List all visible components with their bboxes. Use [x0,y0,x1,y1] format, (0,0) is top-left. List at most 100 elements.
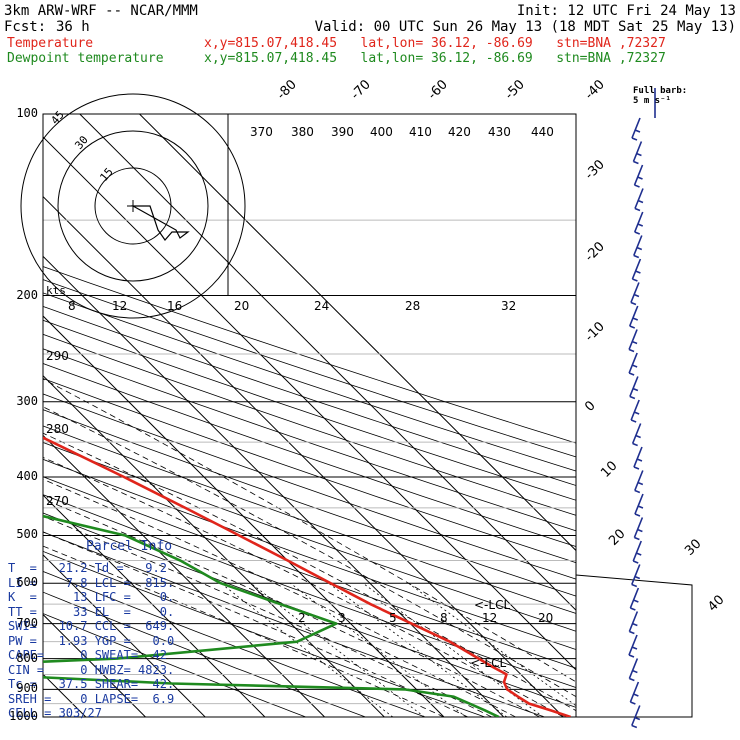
hodograph-ring-label: 15 [97,165,115,184]
wind-barb [632,387,639,392]
theta-label: 370 [250,125,273,139]
wind-barb [634,575,641,580]
wind-barb [628,658,639,679]
wind-barb [633,211,644,233]
legend-temperature: Temperature [7,36,94,51]
mixing-ratio-label: 16 [167,299,182,313]
wind-barb [630,607,636,611]
mixing-ratio-label: 20 [538,611,553,625]
parcel-info-row: K = 13 LFC = 0. [8,590,175,604]
wind-barb [633,693,639,697]
wind-barb [634,231,641,235]
theta-label: 280 [46,422,69,436]
mixing-ratio-label: 20 [234,299,249,313]
wind-barb [637,505,644,509]
wind-barb [632,278,638,282]
isotherm-label: -40 [582,77,608,103]
isotherm-line [139,114,576,552]
wind-barb [632,669,638,674]
pressure-label: 200 [16,287,38,302]
wind-barb [629,630,635,635]
isotherm-line [43,255,505,717]
wind-barb [637,176,643,180]
wind-barb [628,634,638,656]
hodograph-units: kts [46,284,66,297]
parcel-info-row: CAPE= 0 SWEAT= 42 [8,648,167,662]
isotherm-line [43,613,146,717]
wind-barb [628,352,638,374]
wind-barb [631,117,641,139]
pressure-label: 900 [16,681,38,696]
wind-barb [629,681,640,703]
wind-barb [634,489,641,494]
isotherm-line [43,494,266,717]
mixing-ratio-label: 8 [440,611,448,625]
isotherm-line [79,114,576,611]
wind-barb [633,466,640,470]
lower-frame [575,574,693,718]
temperature-line [43,436,572,717]
wind-barb [628,329,638,350]
parcel-info-row: T = 21.2 Td = 9.2 [8,561,167,575]
wind-barb [629,325,636,329]
isotherm-label: 40 [705,593,727,615]
parcel-info-row: Tc = 37.5 SHEAR= 42. [8,677,175,691]
mixing-ratio-line [362,582,544,717]
wind-barb [628,372,635,376]
theta-label: 390 [331,125,354,139]
hodograph-ring-label: 30 [72,133,90,152]
isotherm-label: 0 [582,398,598,414]
isotherm-line [43,136,576,671]
isotherm-label: -30 [582,157,608,183]
theta-label: 380 [291,125,314,139]
wind-barb [633,293,640,298]
moist-adiabat-line [43,545,445,717]
wind-barb [635,552,642,556]
hodograph-ring [94,167,172,245]
pressure-label: 400 [16,469,38,484]
wind-barb [630,399,640,421]
wind-barb [634,716,641,721]
moist-adiabat-line [43,478,540,717]
theta-label: 410 [409,125,432,139]
wind-barb [634,184,640,188]
wind-barb [628,611,639,632]
wind-barb [634,188,644,209]
wind-barb [636,458,643,462]
wind-barb [633,517,644,538]
mixing-ratio-line [408,582,576,707]
pressure-label: 800 [16,650,38,665]
plot-frame [42,113,577,718]
wind-barb [632,560,639,564]
wind-barb [629,395,636,400]
wind-barb [634,207,641,212]
legend-temperature-info: x,y=815.07,418.45 lat,lon= 36.12, -86.69… [204,36,666,51]
isotherm-label: -10 [582,319,608,345]
wind-barb [633,160,639,165]
barb-scale-label: Full barb: 5 m s⁻¹ [633,86,688,106]
wind-barb [633,446,643,468]
hodograph-ring [20,93,246,319]
mixing-ratio-label: 28 [405,299,420,313]
theta-label: 290 [46,349,69,363]
legend-dewpoint: Dewpoint temperature [7,51,164,66]
wind-barb [632,141,643,162]
theta-label: 400 [370,125,393,139]
moist-adiabat-line [43,515,492,717]
wind-barb [630,701,636,705]
wind-barb [630,282,640,303]
isotherm-line [43,374,385,717]
wind-barb [633,411,640,415]
wind-barb [637,223,644,227]
mixing-ratio-label: 32 [501,299,516,313]
mixing-ratio-label: 12 [482,611,497,625]
isotherm-line [43,434,325,717]
wind-barb [630,419,637,423]
model-title: 3km ARW-WRF -- NCAR/MMM [4,3,198,19]
init-time: Init: 12 UTC Fri 24 May 13 [516,3,736,19]
forecast-label: Fcst: [4,19,47,35]
theta-label: 420 [448,125,471,139]
wind-barb [631,340,638,345]
wind-barb [630,301,637,306]
